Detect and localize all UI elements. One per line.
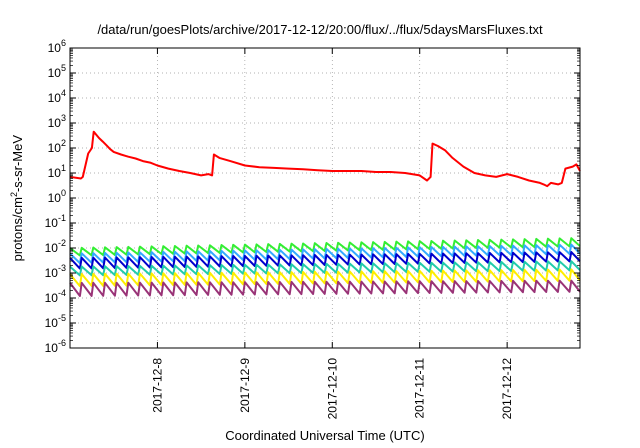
x-tick-label: 2017-12-9 [238,358,252,413]
y-axis-label-after: -s-sr-MeV [10,134,26,193]
series-line-1 [69,237,581,257]
y-tick-label: 101 [48,163,66,180]
y-tick-label: 105 [48,63,66,80]
y-tick-label: 106 [48,38,66,55]
x-axis: 2017-12-8 2017-12-9 2017-12-10 2017-12-11 20… [150,48,514,419]
x-tick-label: 2017-12-10 [325,358,339,420]
series-layer [69,130,581,297]
x-tick-label: 2017-12-11 [413,358,427,419]
x-axis-label: Coordinated Universal Time (UTC) [225,428,425,443]
y-tick-label: 102 [48,138,66,155]
y-tick-label: 10-6 [45,338,66,355]
y-tick-label: 103 [48,113,66,130]
y-axis-label-sup: 2 [8,192,19,198]
y-tick-label: 104 [48,88,66,105]
y-tick-label: 10-3 [45,263,66,280]
series-line-6 [69,279,581,297]
y-axis-label-before: protons/cm [10,197,26,262]
chart-title: /data/run/goesPlots/archive/2017-12-12/2… [97,22,543,37]
x-tick-label: 2017-12-12 [500,358,514,420]
y-tick-label: 10-4 [45,288,66,305]
y-tick-label: 10-2 [45,238,66,255]
y-axis: 10-6 10-5 10-4 10-3 10-2 10-1 100 101 102 103 104 1… [45,38,580,355]
series-line-3 [69,251,581,270]
y-axis-label: protons/cm2-s-sr-MeV [9,123,25,273]
series-line-4 [69,260,581,277]
series-line-5 [69,268,581,288]
y-tick-label: 100 [48,188,66,205]
grid-lines [70,47,580,349]
series-line-0 [69,130,581,188]
y-tick-label: 10-1 [45,213,66,230]
series-line-2 [69,243,581,265]
y-tick-label: 10-5 [45,313,66,330]
x-tick-label: 2017-12-8 [150,358,164,413]
